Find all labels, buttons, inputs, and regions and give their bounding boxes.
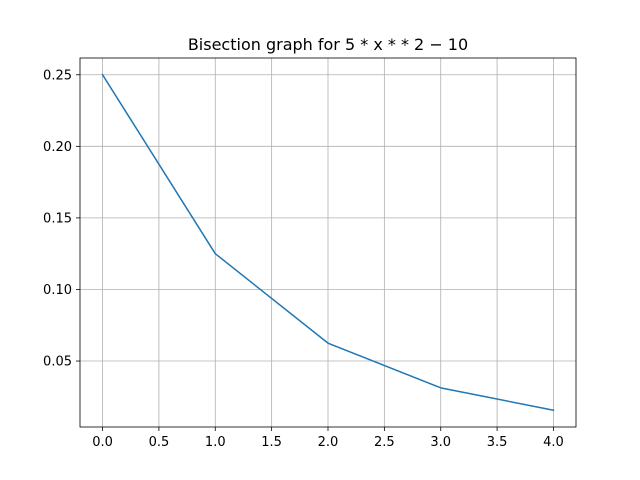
y-tick-label: 0.20 (43, 140, 72, 155)
x-tick-label: 3.5 (487, 435, 508, 450)
y-axis: 0.05 0.10 0.15 0.20 0.25 (43, 68, 80, 370)
x-axis: 0.0 0.5 1.0 1.5 2.0 2.5 3.0 3.5 4.0 (92, 427, 564, 450)
x-tick-label: 3.0 (430, 435, 451, 450)
y-tick-label: 0.25 (43, 68, 72, 83)
x-tick-label: 0.5 (149, 435, 170, 450)
grid-lines (80, 58, 576, 427)
x-tick-label: 4.0 (543, 435, 564, 450)
x-tick-label: 2.0 (318, 435, 339, 450)
y-tick-label: 0.15 (43, 211, 72, 226)
x-tick-label: 2.5 (374, 435, 395, 450)
chart-title: Bisection graph for 5 * x * * 2 − 10 (188, 35, 468, 54)
y-tick-label: 0.05 (43, 355, 72, 370)
x-tick-label: 0.0 (92, 435, 113, 450)
x-tick-label: 1.0 (205, 435, 226, 450)
x-tick-label: 1.5 (261, 435, 282, 450)
series-layer (101, 73, 555, 412)
y-tick-label: 0.10 (43, 283, 72, 298)
